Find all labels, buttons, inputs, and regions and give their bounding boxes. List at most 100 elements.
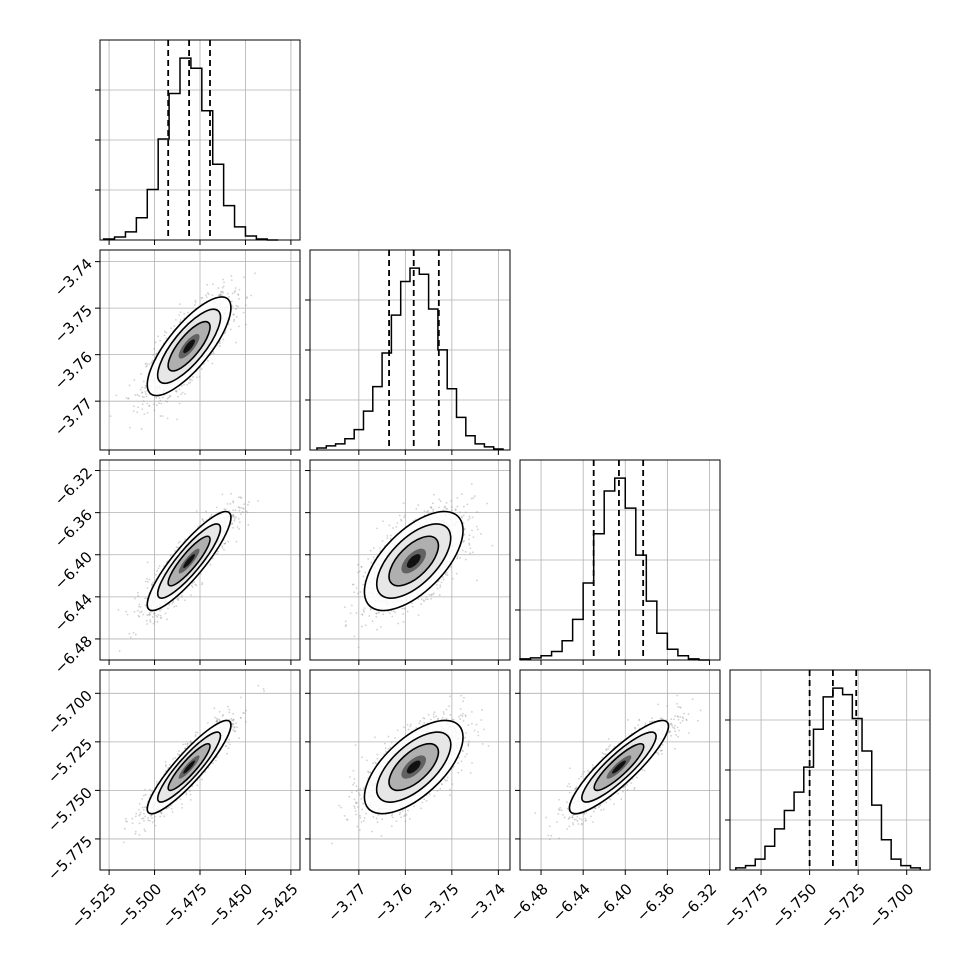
scatter-point	[163, 334, 166, 337]
scatter-point	[221, 286, 224, 289]
scatter-point	[455, 572, 458, 575]
scatter-point	[459, 557, 462, 559]
scatter-point	[179, 319, 182, 321]
scatter-point	[430, 597, 433, 600]
scatter-point	[191, 379, 194, 382]
scatter-point	[125, 820, 128, 823]
scatter-point	[186, 383, 188, 386]
scatter-point	[232, 514, 235, 517]
scatter-point	[230, 492, 232, 495]
scatter-point	[221, 546, 224, 549]
scatter-point	[231, 522, 234, 525]
scatter-point	[237, 325, 240, 328]
scatter-point	[471, 516, 474, 519]
scatter-point	[219, 345, 222, 348]
scatter-point	[227, 747, 230, 750]
scatter-point	[438, 506, 440, 509]
scatter-point	[362, 583, 365, 586]
scatter-point	[402, 620, 405, 623]
scatter-point	[232, 712, 235, 715]
scatter-point	[137, 594, 140, 597]
scatter-point	[225, 745, 228, 748]
scatter-point	[207, 766, 210, 769]
scatter-point	[143, 819, 145, 822]
scatter-point	[226, 752, 228, 755]
scatter-point	[159, 614, 162, 617]
scatter-point	[438, 498, 441, 501]
scatter-point	[389, 612, 391, 615]
scatter-point	[231, 515, 234, 518]
scatter-point	[432, 510, 434, 513]
scatter-point	[218, 294, 221, 297]
scatter-point	[134, 815, 137, 818]
scatter-point	[213, 707, 216, 710]
scatter-point	[154, 341, 157, 344]
scatter-point	[392, 527, 394, 529]
hist-frame-0	[99, 39, 301, 241]
scatter-point	[137, 614, 140, 617]
scatter-point	[230, 279, 233, 282]
scatter-point	[215, 720, 218, 723]
scatter-point	[245, 297, 248, 300]
scatter-point	[156, 616, 159, 618]
scatter-point	[472, 497, 475, 499]
scatter-point	[222, 291, 225, 294]
scatter-point	[148, 578, 151, 581]
scatter-point	[153, 620, 156, 623]
scatter-point	[378, 611, 380, 614]
scatter-point	[109, 415, 112, 418]
scatter-point	[154, 824, 157, 827]
scatter-point	[167, 607, 169, 610]
scatter-point	[128, 632, 131, 635]
scatter-point	[233, 318, 235, 321]
scatter-point	[245, 323, 247, 326]
scatter-point	[153, 347, 156, 350]
scatter-point	[464, 550, 467, 553]
scatter-point	[195, 510, 198, 512]
scatter-point	[396, 522, 399, 524]
scatter-point	[411, 605, 414, 608]
scatter-point	[142, 794, 145, 797]
scatter-point	[155, 397, 158, 399]
scatter-point	[160, 811, 163, 814]
scatter-point	[182, 743, 185, 746]
density-peak-1-0	[183, 339, 195, 354]
scatter-point	[151, 583, 154, 586]
scatter-point	[240, 696, 242, 699]
scatter-point	[149, 619, 152, 622]
scatter-point	[177, 541, 180, 544]
scatter-point	[175, 390, 178, 392]
scatter-point	[142, 812, 145, 815]
scatter-point	[216, 720, 219, 723]
scatter-point	[224, 542, 226, 545]
scatter-point	[223, 281, 225, 284]
scatter-point	[184, 599, 186, 602]
scatter-point	[454, 508, 457, 511]
scatter-point	[177, 395, 180, 398]
scatter-point	[138, 814, 141, 817]
scatter-point	[426, 598, 429, 601]
scatter-point	[178, 402, 181, 405]
scatter-point	[219, 293, 222, 296]
scatter-point	[148, 612, 151, 614]
scatter-point	[371, 620, 374, 623]
scatter-point	[158, 397, 161, 399]
scatter-point	[410, 602, 413, 605]
scatter-point	[166, 400, 169, 403]
scatter-point	[233, 320, 235, 323]
scatter-point	[144, 580, 147, 583]
scatter-point	[240, 506, 242, 509]
scatter-point	[222, 285, 225, 288]
scatter-point	[439, 584, 442, 587]
scatter-point	[238, 527, 241, 530]
scatter-point	[417, 504, 420, 506]
scatter-point	[237, 517, 240, 520]
scatter-point	[470, 497, 473, 500]
scatter-panel-2-0	[95, 459, 301, 665]
scatter-point	[345, 624, 348, 627]
scatter-point	[456, 505, 459, 508]
scatter-point	[205, 510, 207, 513]
scatter-point	[165, 337, 168, 340]
scatter-point	[363, 607, 366, 609]
scatter-point	[468, 515, 471, 518]
